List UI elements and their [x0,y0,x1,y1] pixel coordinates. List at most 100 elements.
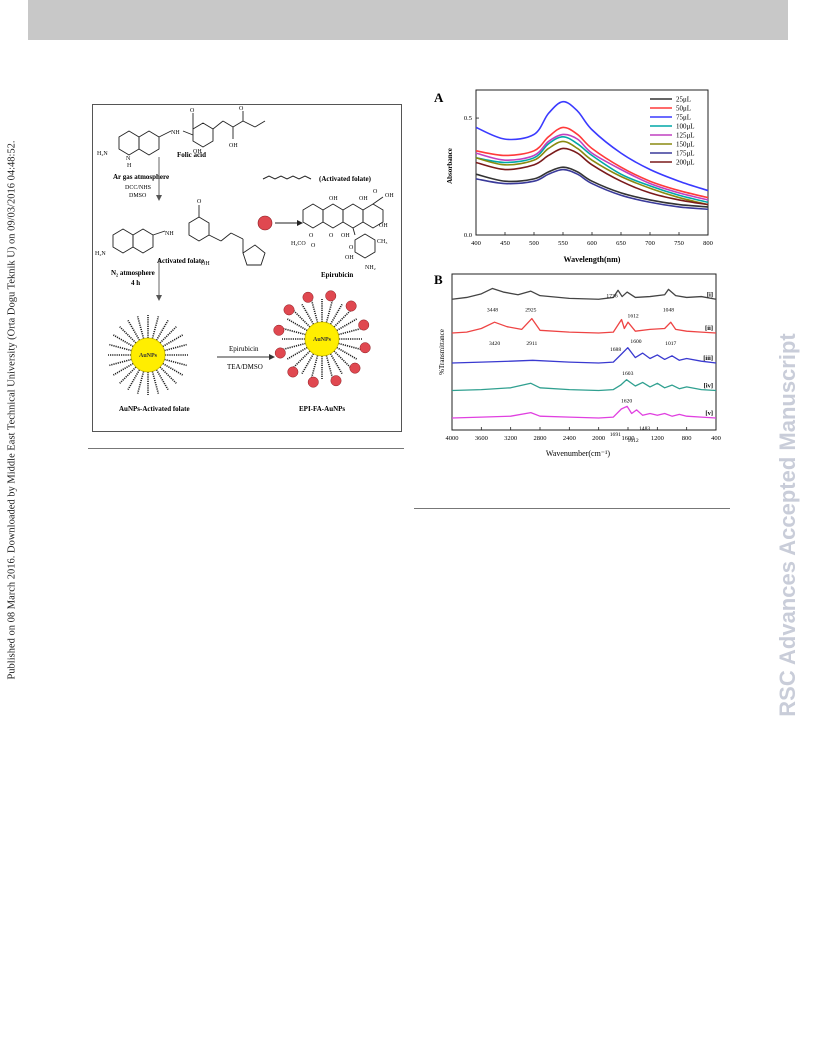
folate-ligand [109,343,132,352]
n2-atmosphere-label: N₂ atmosphere [111,269,155,277]
folate-ligand [136,316,145,339]
peak-label: 1691 [610,432,621,438]
x-tick-label: 750 [674,240,684,247]
folate-ligand [112,362,134,376]
epirubicin-bead [274,347,286,359]
folate-ligand [164,358,187,367]
folate-ligand [155,319,169,341]
atom-label: O [311,243,316,249]
series-line [475,133,709,201]
peak-label: 2925 [525,307,536,313]
epirubicin-bead [307,376,319,388]
atom-label: N [126,156,131,162]
activated-folate-structure [112,205,266,266]
y-ticks: 0.0 0.5 [464,115,479,239]
x-tick-label: 2800 [534,435,547,442]
epirubicin-bead [349,362,361,374]
step1-arrow-head [156,195,162,201]
series-label: [ii] [705,325,713,332]
series-line [451,287,717,300]
atom-label: NH₂ [365,265,376,271]
x-axis-label: Wavelength(nm) [564,255,621,264]
legend-entry: 50μL [676,105,691,113]
y-tick-label: 0.5 [464,115,472,122]
folate-ligand [293,310,311,328]
x-tick-label: 1200 [651,435,664,442]
series-line [475,168,709,211]
peak-label: 1612 [628,438,639,444]
folate-ligand [333,310,351,328]
folate-ligand [136,371,145,394]
epi-fa-aunps-label: EPI-FA-AuNPs [299,405,345,413]
series-line [475,100,709,192]
x-tick-label: 600 [587,240,597,247]
four-hours-label: 4 h [131,279,140,287]
folate-ligand [151,371,160,394]
x-tick-label: 450 [500,240,510,247]
epirubicin-bead-icon [257,215,273,231]
series-line [475,126,709,199]
x-tick-label: 500 [529,240,539,247]
watermark: RSC Advances Accepted Manuscript [770,240,806,810]
atom-label: CH₃ [377,239,387,245]
epirubicin-bead [359,342,371,354]
series-line [451,347,717,364]
series-label: [iii] [703,355,713,362]
folate-ligand [119,366,137,384]
epirubicin-bead [283,304,295,316]
peak-label: 3448 [487,307,498,313]
folate-ligand [155,369,169,391]
epirubicin-bead [302,291,314,303]
series-line [475,166,709,208]
series-label: [v] [705,410,713,417]
atom-label: OH [385,193,394,199]
x-tick-label: 4000 [446,435,459,442]
legend-entry: 75μL [676,114,691,122]
atom-label: H₃CO [291,241,306,247]
conjugation-solvent-label: TEA/DMSO [227,363,263,371]
y-tick-label: 0.0 [464,232,472,239]
folic-acid-structure [118,111,266,156]
uv-vis-panel: A Wavelength(nm) Absorbance 400 450 500 550… [428,86,724,266]
peak-label: 1736 [606,293,617,299]
x-tick-label: 800 [682,435,692,442]
folate-ligand [112,334,134,348]
dmso-label: DMSO [129,193,147,199]
peak-label: 1620 [621,399,632,405]
plot-frame [451,273,717,431]
peak-label: 3420 [489,341,500,347]
series-label: [iv] [704,383,713,390]
folate-ligand [286,346,308,360]
folate-ligand [162,334,184,348]
atom-label: NH [171,130,180,136]
atom-label: O [349,245,354,251]
legend-entry: 175μL [676,150,695,158]
figure-divider-right [414,508,730,509]
folate-ligand [329,353,343,375]
x-tick-label: 1600 [622,435,635,442]
series-line [475,140,709,206]
atom-label: H₂N [95,251,106,257]
folate-ligand [301,353,315,375]
peak-label: 1048 [663,307,674,313]
folate-ligand [325,355,334,378]
atom-label: O [239,106,244,112]
atom-label: H [127,163,132,169]
synthesis-scheme: H₂N N H NH O OH OH O NH O OH H₂N OH O O … [92,104,402,432]
folate-ligand [151,316,160,339]
ar-atmosphere-label: Ar gas atmosphere [113,173,169,181]
uv-vis-chart: A Wavelength(nm) Absorbance 400 450 500 550… [434,89,713,264]
watermark-text: RSC Advances Accepted Manuscript [775,333,800,717]
y-axis-label: Absorbance [446,148,454,184]
x-tick-label: 3200 [504,435,517,442]
panel-a-label: A [434,90,444,105]
publication-info-text: Published on 08 March 2016. Downloaded b… [6,140,18,680]
epirubicin-bead [287,366,299,378]
x-ticks: 4000 3600 3200 2800 2400 2000 1600 1200 800 400 [446,427,721,442]
aunps-core-label: AuNPs [139,353,158,359]
folate-ligand [127,319,141,341]
activated-folate-legend-label: (Activated folate) [319,175,372,183]
x-tick-label: 2400 [563,435,576,442]
folate-ligand [338,327,361,336]
